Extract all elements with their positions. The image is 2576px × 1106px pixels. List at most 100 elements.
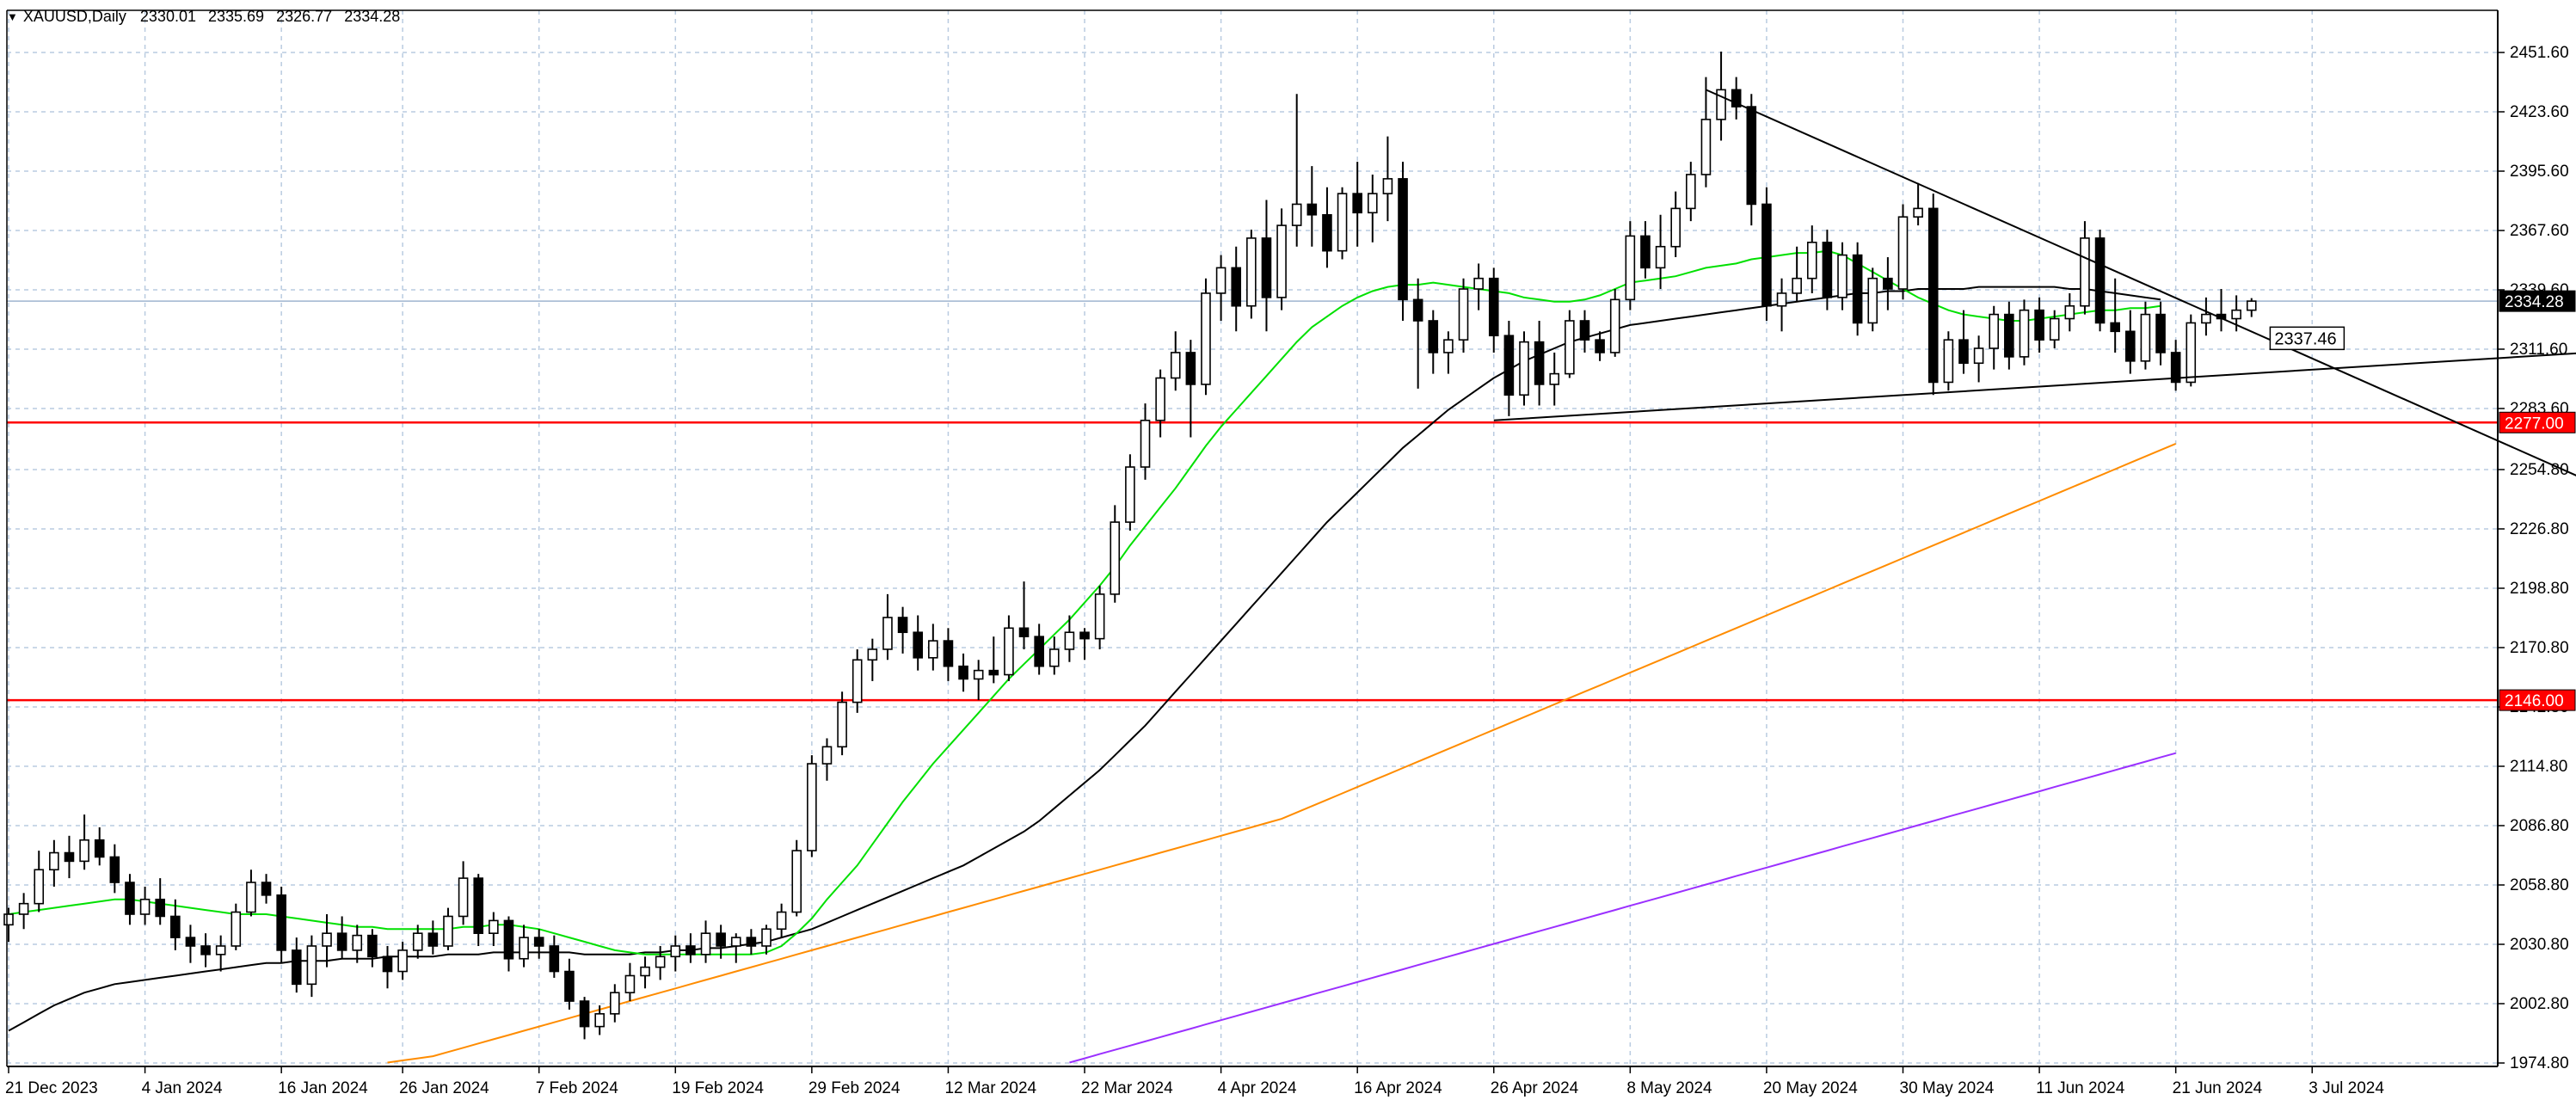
candle[interactable] bbox=[1897, 204, 1909, 300]
candle[interactable] bbox=[1458, 278, 1469, 353]
candle[interactable] bbox=[882, 593, 893, 661]
candle[interactable] bbox=[2019, 299, 2030, 366]
candle[interactable] bbox=[867, 638, 878, 681]
candle[interactable] bbox=[367, 929, 378, 968]
candle[interactable] bbox=[352, 925, 363, 963]
candle[interactable] bbox=[1686, 162, 1696, 222]
candle[interactable] bbox=[1246, 230, 1257, 319]
candle[interactable] bbox=[185, 925, 196, 963]
candle[interactable] bbox=[473, 874, 484, 946]
candle[interactable] bbox=[2049, 310, 2060, 349]
candle[interactable] bbox=[928, 624, 938, 671]
candle[interactable] bbox=[170, 899, 181, 950]
candle[interactable] bbox=[200, 933, 211, 968]
candle[interactable] bbox=[397, 942, 408, 980]
candle[interactable] bbox=[973, 660, 984, 701]
candle[interactable] bbox=[231, 903, 242, 950]
candle[interactable] bbox=[609, 984, 620, 1023]
candle[interactable] bbox=[1398, 162, 1408, 321]
candle[interactable] bbox=[913, 615, 923, 671]
candle[interactable] bbox=[1913, 182, 1923, 226]
candle[interactable] bbox=[276, 886, 286, 963]
candle[interactable] bbox=[716, 925, 726, 959]
candle[interactable] bbox=[1079, 628, 1090, 661]
candle[interactable] bbox=[1185, 340, 1196, 438]
candle[interactable] bbox=[1746, 94, 1757, 226]
candle[interactable] bbox=[125, 874, 135, 925]
candle[interactable] bbox=[503, 916, 514, 972]
candle[interactable] bbox=[1927, 194, 1939, 396]
candle[interactable] bbox=[746, 929, 757, 955]
candle[interactable] bbox=[1958, 310, 1969, 374]
candle[interactable] bbox=[791, 839, 802, 917]
candle[interactable] bbox=[1125, 454, 1135, 531]
candle[interactable] bbox=[821, 738, 833, 781]
trend-lines[interactable] bbox=[1493, 89, 2576, 526]
candle[interactable] bbox=[670, 935, 681, 972]
candle[interactable] bbox=[261, 874, 272, 904]
candle[interactable] bbox=[1655, 214, 1666, 290]
candle[interactable] bbox=[1595, 331, 1605, 361]
candle[interactable] bbox=[1291, 94, 1302, 247]
candle[interactable] bbox=[1883, 257, 1893, 310]
candle[interactable] bbox=[1670, 191, 1681, 258]
candle[interactable] bbox=[2216, 289, 2227, 332]
candle[interactable] bbox=[1018, 581, 1030, 649]
candle[interactable] bbox=[79, 814, 89, 870]
candle[interactable] bbox=[1867, 267, 1878, 332]
candle[interactable] bbox=[34, 851, 45, 912]
candle[interactable] bbox=[1352, 162, 1362, 247]
candle[interactable] bbox=[549, 935, 560, 978]
candle[interactable] bbox=[2125, 310, 2136, 374]
candle[interactable] bbox=[336, 916, 347, 959]
candle[interactable] bbox=[1549, 352, 1560, 406]
candle[interactable] bbox=[2094, 230, 2106, 332]
candle[interactable] bbox=[1201, 278, 1211, 396]
candle[interactable] bbox=[897, 606, 908, 654]
candle[interactable] bbox=[49, 839, 59, 887]
candle[interactable] bbox=[1443, 331, 1454, 374]
candle[interactable] bbox=[1368, 174, 1378, 243]
candle[interactable] bbox=[1837, 242, 1847, 310]
candle[interactable] bbox=[246, 869, 256, 917]
candle[interactable] bbox=[958, 653, 968, 692]
candle[interactable] bbox=[2246, 298, 2257, 317]
candle[interactable] bbox=[2170, 340, 2181, 391]
candles[interactable] bbox=[3, 52, 2257, 1040]
candle[interactable] bbox=[2080, 221, 2090, 315]
candle[interactable] bbox=[2004, 301, 2014, 370]
candle[interactable] bbox=[1215, 255, 1227, 321]
candle[interactable] bbox=[306, 935, 317, 998]
candle[interactable] bbox=[109, 844, 120, 894]
candle[interactable] bbox=[1261, 200, 1272, 332]
candle[interactable] bbox=[291, 937, 302, 993]
candle[interactable] bbox=[215, 935, 226, 972]
candle[interactable] bbox=[1519, 331, 1529, 406]
candle[interactable] bbox=[594, 1005, 605, 1035]
candle[interactable] bbox=[1276, 208, 1287, 310]
candle[interactable] bbox=[624, 962, 636, 1002]
trend-line[interactable] bbox=[1493, 347, 2576, 421]
candle[interactable] bbox=[1110, 505, 1121, 603]
candle[interactable] bbox=[761, 925, 772, 955]
candle[interactable] bbox=[988, 636, 999, 684]
candle[interactable] bbox=[1731, 77, 1742, 120]
candle[interactable] bbox=[427, 920, 439, 955]
candle[interactable] bbox=[1822, 230, 1833, 310]
candle[interactable] bbox=[519, 925, 529, 968]
candle[interactable] bbox=[64, 835, 75, 879]
candle[interactable] bbox=[1565, 310, 1575, 378]
candle[interactable] bbox=[851, 648, 863, 713]
candle[interactable] bbox=[685, 933, 696, 963]
candle[interactable] bbox=[2201, 297, 2211, 336]
candle[interactable] bbox=[18, 893, 29, 930]
candle[interactable] bbox=[1761, 187, 1772, 321]
candle[interactable] bbox=[1579, 310, 1590, 353]
candle[interactable] bbox=[1806, 225, 1817, 293]
candle[interactable] bbox=[1625, 221, 1636, 310]
candle[interactable] bbox=[2034, 297, 2044, 353]
candle[interactable] bbox=[1473, 263, 1484, 310]
candle[interactable] bbox=[1231, 246, 1242, 332]
candle[interactable] bbox=[564, 958, 575, 1010]
